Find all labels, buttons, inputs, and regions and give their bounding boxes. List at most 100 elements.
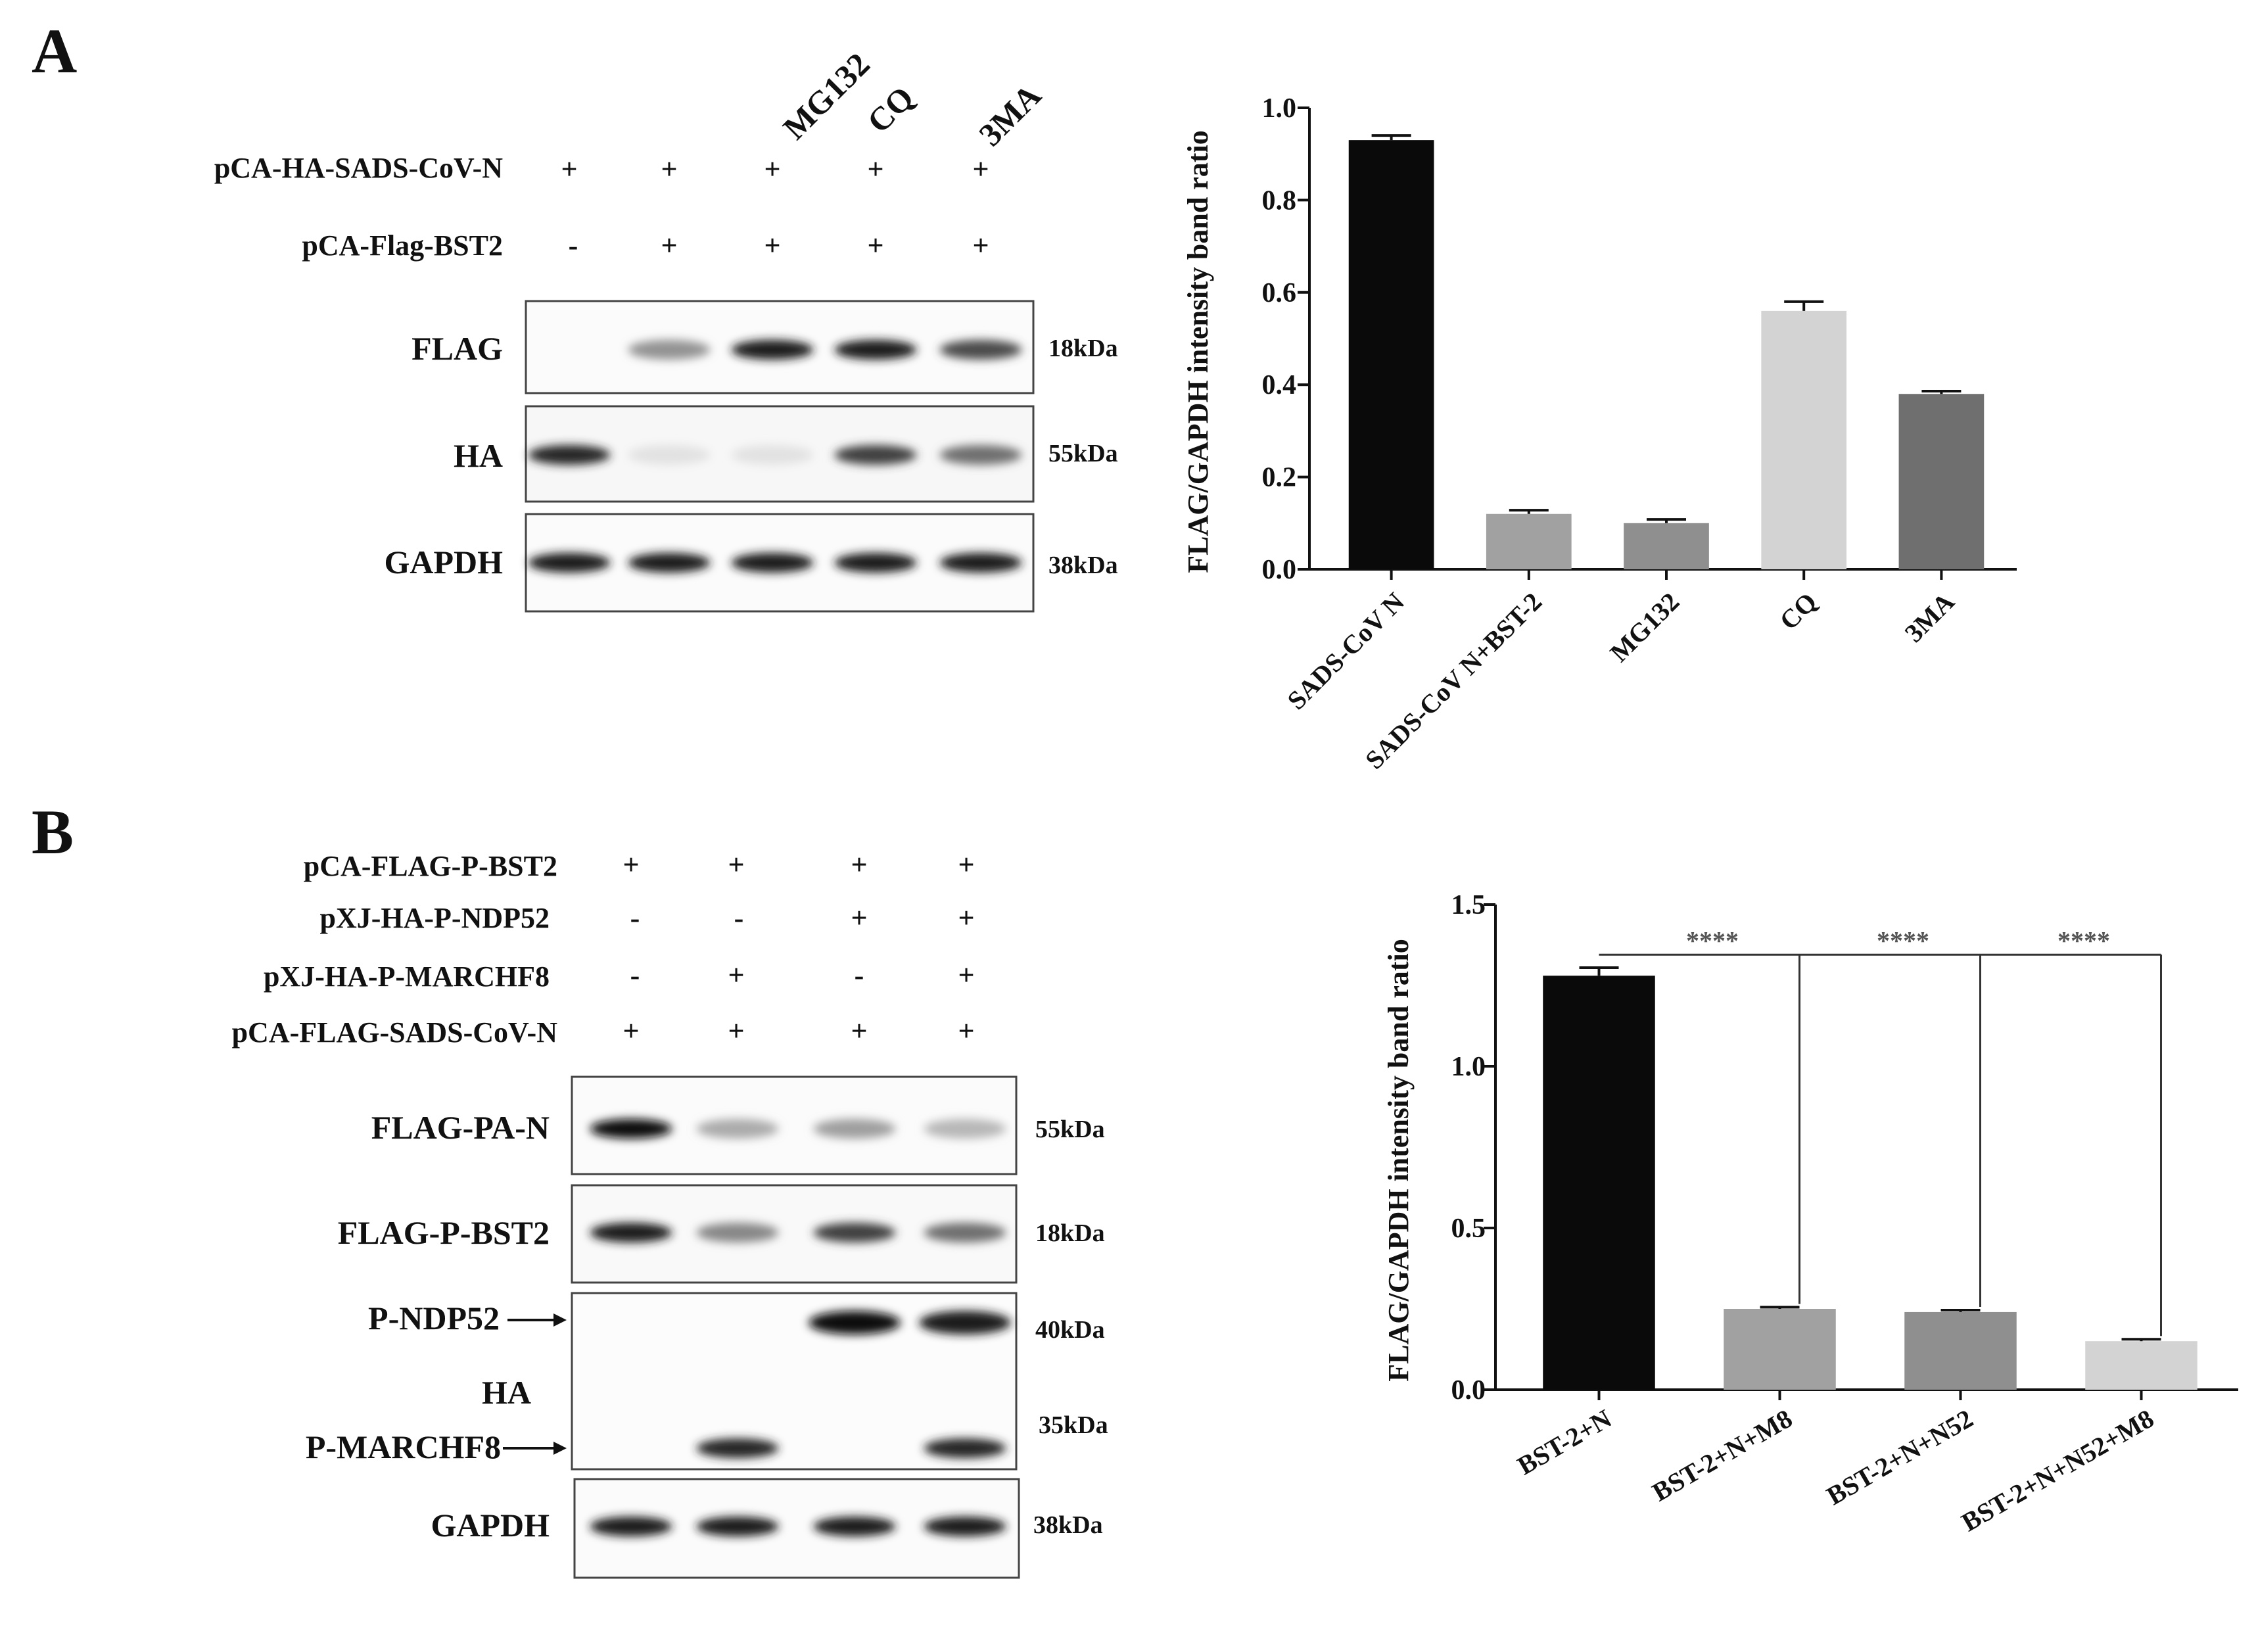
y-tick-label: 1.0	[1451, 1052, 1486, 1082]
y-axis-label: FLAG/GAPDH intensity band ratio	[1182, 130, 1214, 573]
plasmid-sign: -	[630, 902, 640, 934]
plasmid-sign: +	[561, 153, 577, 185]
plasmid-sign: +	[958, 1015, 974, 1047]
x-category-label: MG132	[1604, 587, 1685, 668]
plasmid-sign: +	[851, 849, 867, 881]
x-category-label: CQ	[1774, 587, 1822, 636]
blot-band	[696, 1119, 779, 1139]
bar	[1761, 310, 1847, 569]
plasmid-label: pXJ-HA-P-MARCHF8	[264, 960, 550, 993]
plasmid-sign: +	[661, 229, 677, 262]
plasmid-sign: +	[728, 1015, 744, 1047]
kda-label: 55kDa	[1048, 440, 1118, 467]
blot-band	[809, 1311, 901, 1334]
blot-band	[528, 445, 611, 465]
blot-band	[696, 1517, 779, 1536]
y-tick-label: 0.4	[1262, 370, 1297, 400]
significance-label: ****	[1877, 926, 1929, 955]
bar	[1543, 976, 1655, 1390]
blot-label: GAPDH	[384, 544, 503, 580]
panel-b-blot-flag-pa-n: FLAG-PA-N 55kDa	[371, 1075, 1105, 1175]
plasmid-label: pCA-Flag-BST2	[302, 229, 503, 262]
plasmid-sign: +	[623, 849, 639, 881]
kda-label: 35kDa	[1039, 1411, 1108, 1439]
kda-label: 40kDa	[1035, 1316, 1105, 1344]
bar	[1624, 523, 1709, 569]
y-tick-label: 0.8	[1262, 185, 1297, 216]
blot-band	[834, 553, 917, 573]
blot-band	[813, 1119, 896, 1139]
plasmid-sign: +	[972, 153, 989, 185]
panel-a-bar-chart: 0.0 0.2 0.4 0.6 0.8 1.0 FLAG/GAPDH intensity b…	[1182, 93, 2017, 775]
plasmid-sign: -	[630, 959, 640, 991]
blot-label: FLAG	[411, 330, 503, 367]
blot-band	[919, 1311, 1011, 1334]
kda-label: 18kDa	[1035, 1219, 1105, 1247]
panel-a-blot-ha: HA 55kDa	[454, 405, 1118, 503]
bar	[1348, 140, 1434, 569]
plasmid-sign: +	[867, 229, 883, 262]
panel-b-blot-gapdh: GAPDH 38kDa	[431, 1478, 1103, 1579]
blot-band	[813, 1517, 896, 1536]
plasmid-sign: -	[734, 902, 744, 934]
plasmid-sign: +	[728, 959, 744, 991]
blot-band	[590, 1517, 672, 1536]
plasmid-sign: +	[958, 959, 974, 991]
kda-label: 18kDa	[1048, 335, 1118, 362]
x-category-label: SADS-CoV N	[1281, 586, 1410, 715]
blot-band	[628, 445, 711, 465]
march-band-label: P-MARCHF8	[306, 1428, 501, 1465]
blot-band	[834, 445, 917, 465]
plasmid-label: pCA-FLAG-P-BST2	[304, 850, 557, 882]
panel-b-plasmid-row-1: pCA-FLAG-P-BST2 + + + +	[304, 849, 975, 882]
ndp52-band-label: P-NDP52	[368, 1300, 500, 1336]
plasmid-sign: +	[728, 849, 744, 881]
blot-band	[696, 1223, 779, 1242]
panel-b-letter: B	[32, 797, 74, 867]
plasmid-sign: +	[661, 153, 677, 185]
x-category-label: BST-2+N	[1513, 1404, 1617, 1480]
plasmid-label: pXJ-HA-P-NDP52	[319, 902, 550, 934]
panel-b-plasmid-row-3: pXJ-HA-P-MARCHF8 - + - +	[264, 959, 975, 993]
panel-a-plasmid-row-1: pCA-HA-SADS-CoV-N + + + + +	[214, 152, 989, 185]
kda-label: 55kDa	[1035, 1116, 1105, 1143]
treatment-label-cq: CQ	[860, 79, 921, 140]
bar	[1724, 1309, 1836, 1390]
panel-b-plasmid-row-4: pCA-FLAG-SADS-CoV-N + + + +	[232, 1015, 975, 1049]
ndp52-arrow-head-icon	[553, 1313, 567, 1327]
blot-band	[939, 553, 1022, 573]
y-tick-label: 0.2	[1262, 463, 1297, 493]
y-tick-label: 1.0	[1262, 93, 1297, 124]
plasmid-sign: +	[764, 153, 780, 185]
blot-band	[834, 340, 917, 360]
y-tick-label: 0.0	[1451, 1375, 1486, 1405]
panel-b-plasmid-row-2: pXJ-HA-P-NDP52 - - + +	[319, 902, 974, 934]
bar	[1904, 1311, 2017, 1390]
x-category-label: BST-2+N+M8	[1647, 1404, 1797, 1507]
blot-band	[924, 1438, 1006, 1458]
y-tick-label: 1.5	[1451, 890, 1486, 920]
ha-blot-label: HA	[482, 1374, 531, 1411]
blot-band	[590, 1119, 672, 1139]
blot-band	[628, 340, 711, 360]
blot-band	[939, 340, 1022, 360]
plasmid-sign: -	[569, 229, 578, 262]
y-axis-label: FLAG/GAPDH intensity band ratio	[1382, 939, 1415, 1382]
bar	[1486, 513, 1572, 569]
plasmid-sign: +	[623, 1015, 639, 1047]
bar	[1898, 394, 1985, 569]
blot-band	[731, 340, 814, 360]
panel-a-blot-flag: FLAG 18kDa	[411, 300, 1118, 394]
y-tick-label: 0.0	[1262, 555, 1297, 585]
panel-a-blot-gapdh: GAPDH 38kDa	[384, 513, 1118, 613]
significance-label: ****	[2057, 926, 2110, 955]
blot-band	[731, 445, 814, 465]
blot-band	[813, 1223, 896, 1242]
significance-label: ****	[1686, 926, 1739, 955]
x-category-label: 3MA	[1899, 586, 1960, 648]
y-tick-label: 0.5	[1451, 1214, 1486, 1244]
blot-band	[528, 553, 611, 573]
blot-label: HA	[454, 437, 503, 474]
plasmid-sign: +	[764, 229, 780, 262]
